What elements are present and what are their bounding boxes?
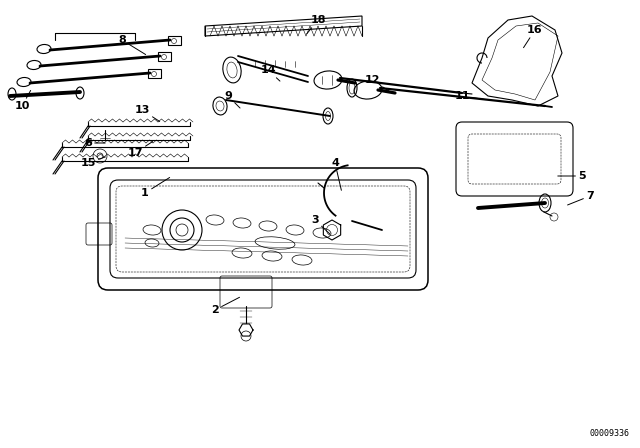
Text: 1: 1 [141, 177, 170, 198]
Text: 2: 2 [211, 297, 239, 315]
Bar [158, 52, 171, 61]
Bar [148, 69, 161, 78]
Text: 18: 18 [307, 15, 326, 34]
Text: 16: 16 [524, 25, 543, 47]
Text: 8: 8 [118, 35, 146, 55]
Text: 14: 14 [260, 65, 280, 81]
Text: 10: 10 [14, 90, 31, 111]
Text: 3: 3 [311, 215, 330, 234]
Text: 6: 6 [84, 138, 105, 148]
Text: 7: 7 [568, 191, 594, 205]
Bar [168, 36, 181, 45]
Text: 12: 12 [364, 75, 390, 91]
Text: 13: 13 [134, 105, 159, 121]
Text: 11: 11 [454, 91, 485, 101]
Text: 17: 17 [127, 142, 153, 158]
Text: 5: 5 [558, 171, 586, 181]
Text: 9: 9 [224, 91, 240, 108]
Text: 00009336: 00009336 [590, 429, 630, 438]
Text: 15: 15 [80, 157, 106, 168]
Text: 4: 4 [331, 158, 341, 190]
